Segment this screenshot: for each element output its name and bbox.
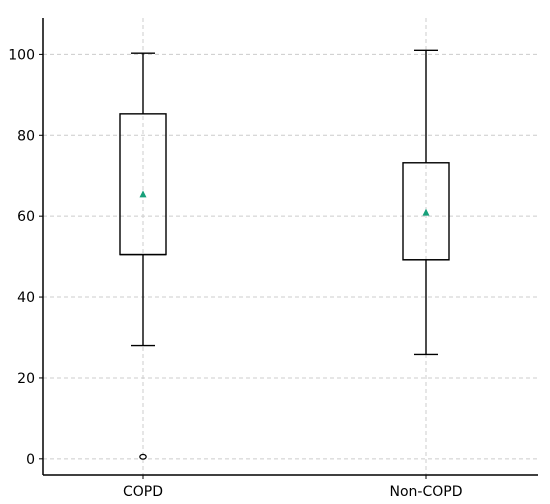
mean-marker-non-copd — [422, 208, 430, 216]
y-tick-label-5: 100 — [8, 47, 35, 63]
mean-marker-copd — [139, 190, 147, 198]
y-tick-label-4: 80 — [17, 128, 35, 144]
x-tick-layer: COPD Non-COPD — [123, 475, 463, 500]
y-tick-label-1: 20 — [17, 371, 35, 387]
grid-layer — [43, 18, 538, 475]
y-tick-label-3: 60 — [17, 209, 35, 225]
x-tick-label-1: Non-COPD — [390, 484, 463, 500]
y-tick-label-0: 0 — [26, 452, 35, 468]
outlier-copd-0 — [139, 453, 147, 460]
y-tick-layer: 0 20 40 60 80 100 — [8, 47, 43, 468]
y-tick-label-2: 40 — [17, 290, 35, 306]
box-layer — [119, 49, 450, 460]
x-tick-label-0: COPD — [123, 484, 163, 500]
